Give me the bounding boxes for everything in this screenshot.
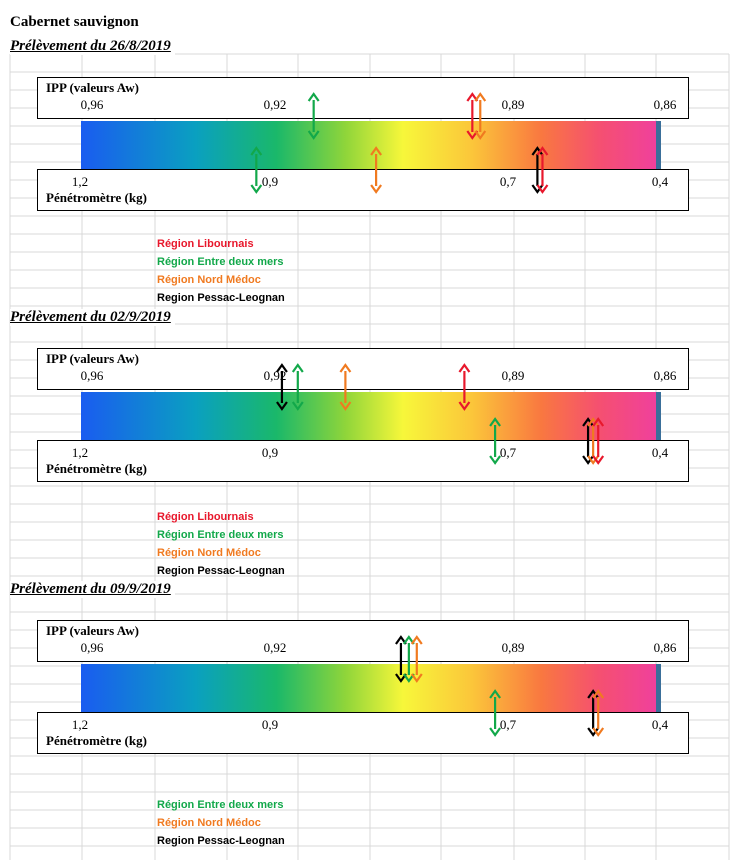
gradient-scale-bar (81, 664, 661, 712)
penetrometre-arrow-marker (531, 146, 544, 194)
ipp-tick: 0,92 (263, 368, 287, 383)
ipp-tick: 0,92 (263, 640, 287, 655)
legend-item: Région Nord Médoc (157, 274, 261, 286)
ipp-tick: 0,96 (80, 97, 104, 112)
penetrometre-tick: 0,4 (651, 717, 669, 732)
ipp-axis-box: IPP (valeurs Aw) 0,96 0,92 0,89 0,86 (37, 77, 689, 119)
ipp-tick: 0,86 (653, 368, 677, 383)
penetrometre-tick: 0,7 (499, 174, 517, 189)
penetrometre-arrow-marker (582, 417, 594, 465)
ipp-tick: 0,96 (80, 640, 104, 655)
penetrometre-tick: 1,2 (71, 445, 89, 460)
legend-item: Région Entre deux mers (157, 529, 284, 541)
ipp-tick: 0,89 (501, 97, 525, 112)
penetrometre-tick: 0,9 (261, 445, 279, 460)
chart-section-2: Prélèvement du 02/9/2019 IPP (valeurs Aw… (0, 309, 750, 579)
legend-item: Région Nord Médoc (157, 817, 261, 829)
gradient-scale-bar (81, 392, 661, 440)
ipp-axis-box: IPP (valeurs Aw) 0,96 0,92 0,89 0,86 (37, 620, 689, 662)
penetrometre-arrow-marker (489, 689, 501, 737)
legend: Région Libournais Région Entre deux mers… (157, 235, 285, 307)
legend-item: Région Libournais (157, 238, 254, 250)
ipp-arrow-marker (458, 363, 471, 411)
penetrometre-arrow-marker (489, 417, 501, 465)
arrow-overlay (395, 635, 605, 737)
ipp-arrow-marker (474, 92, 487, 140)
penetrometre-arrow-marker (592, 689, 605, 737)
penetrometre-arrow-marker (592, 417, 605, 465)
sample-date-title: Prélèvement du 09/9/2019 (10, 581, 175, 598)
penetrometre-arrow-marker (250, 146, 263, 194)
ipp-tick: 0,86 (653, 640, 677, 655)
penetrometre-axis-title: Pénétromètre (kg) (46, 733, 147, 748)
sample-date-title: Prélèvement du 02/9/2019 (10, 309, 175, 326)
penetrometre-tick: 0,4 (651, 174, 669, 189)
ipp-tick: 0,96 (80, 368, 104, 383)
penetrometre-tick: 1,2 (71, 174, 89, 189)
chart-section-1: Prélèvement du 26/8/2019 IPP (valeurs Aw… (0, 38, 750, 308)
legend: Région Libournais Région Entre deux mers… (157, 508, 285, 580)
penetrometre-arrow-marker (587, 417, 600, 465)
ipp-tick: 0,89 (501, 368, 525, 383)
sample-date-title: Prélèvement du 26/8/2019 (10, 38, 175, 55)
ipp-tick: 0,92 (263, 97, 287, 112)
penetrometre-axis-box: 1,2 0,9 0,7 0,4 Pénétromètre (kg) (37, 440, 689, 482)
gradient-scale-bar (81, 121, 661, 169)
penetrometre-tick: 0,9 (261, 174, 279, 189)
ipp-arrow-marker (291, 363, 304, 411)
arrow-overlay (250, 92, 549, 194)
penetrometre-tick: 0,4 (651, 445, 669, 460)
ipp-arrow-marker (410, 635, 423, 683)
legend: Région Entre deux mers Région Nord Médoc… (157, 796, 285, 850)
legend-item: Région Nord Médoc (157, 547, 261, 559)
penetrometre-axis-title: Pénétromètre (kg) (46, 190, 147, 205)
penetrometre-arrow-marker (536, 146, 549, 194)
legend-item: Région Entre deux mers (157, 256, 284, 268)
penetrometre-axis-box: 1,2 0,9 0,7 0,4 Pénétromètre (kg) (37, 712, 689, 754)
ipp-tick: 0,86 (653, 97, 677, 112)
ipp-axis-title: IPP (valeurs Aw) (46, 351, 139, 366)
penetrometre-tick: 0,9 (261, 717, 279, 732)
ipp-arrow-marker (276, 363, 288, 411)
legend-item: Région Libournais (157, 511, 254, 523)
legend-item: Région Entre deux mers (157, 799, 284, 811)
penetrometre-arrow-marker (370, 146, 382, 194)
penetrometre-tick: 0,7 (499, 445, 517, 460)
penetrometre-tick: 0,7 (499, 717, 517, 732)
arrow-overlay (276, 363, 605, 465)
ipp-arrow-marker (339, 363, 352, 411)
penetrometre-axis-box: 1,2 0,9 0,7 0,4 Pénétromètre (kg) (37, 169, 689, 211)
chart-section-3: Prélèvement du 09/9/2019 IPP (valeurs Aw… (0, 581, 750, 851)
ipp-arrow-marker (307, 92, 320, 140)
legend-item: Region Pessac-Leognan (157, 292, 285, 304)
legend-item: Region Pessac-Leognan (157, 835, 285, 847)
legend-item: Region Pessac-Leognan (157, 565, 285, 577)
ipp-axis-title: IPP (valeurs Aw) (46, 623, 139, 638)
ipp-axis-title: IPP (valeurs Aw) (46, 80, 139, 95)
penetrometre-tick: 1,2 (71, 717, 89, 732)
page-title: Cabernet sauvignon (10, 14, 139, 30)
ipp-tick: 0,89 (501, 640, 525, 655)
penetrometre-axis-title: Pénétromètre (kg) (46, 461, 147, 476)
penetrometre-arrow-marker (587, 689, 600, 737)
ipp-axis-box: IPP (valeurs Aw) 0,96 0,92 0,89 0,86 (37, 348, 689, 390)
